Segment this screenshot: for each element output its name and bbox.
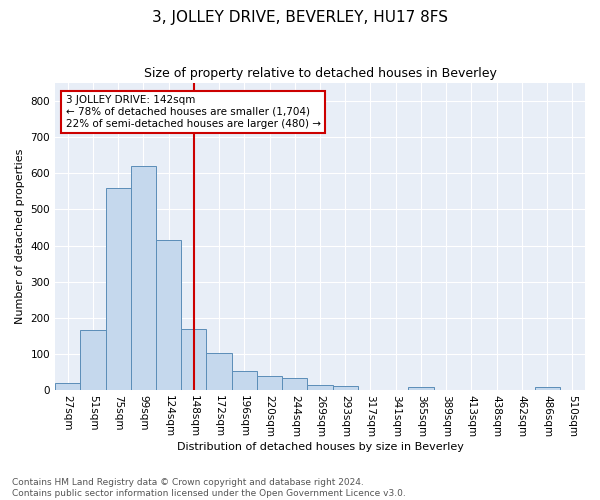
Text: 3, JOLLEY DRIVE, BEVERLEY, HU17 8FS: 3, JOLLEY DRIVE, BEVERLEY, HU17 8FS [152,10,448,25]
Bar [80,330,106,390]
Y-axis label: Number of detached properties: Number of detached properties [15,149,25,324]
Bar [55,382,80,390]
Text: Contains HM Land Registry data © Crown copyright and database right 2024.
Contai: Contains HM Land Registry data © Crown c… [12,478,406,498]
Bar [535,387,560,390]
Bar [156,240,181,390]
Bar [232,371,257,390]
Bar [206,353,232,390]
Bar [409,388,434,390]
Text: 3 JOLLEY DRIVE: 142sqm
← 78% of detached houses are smaller (1,704)
22% of semi-: 3 JOLLEY DRIVE: 142sqm ← 78% of detached… [65,96,320,128]
Bar [131,166,156,390]
Bar [181,328,206,390]
Bar [307,385,332,390]
Bar [257,376,282,390]
Bar [332,386,358,390]
Bar [282,378,307,390]
Title: Size of property relative to detached houses in Beverley: Size of property relative to detached ho… [143,68,496,80]
Bar [106,188,131,390]
X-axis label: Distribution of detached houses by size in Beverley: Distribution of detached houses by size … [176,442,463,452]
